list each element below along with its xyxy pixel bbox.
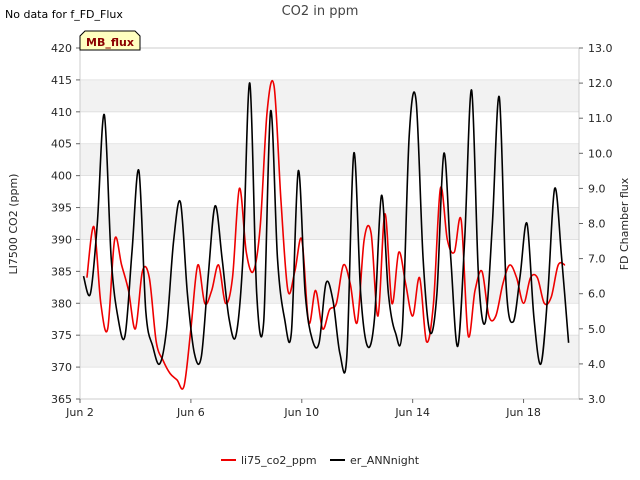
y2-tick-label: 8.0	[588, 218, 606, 231]
y-axis-label: LI7500 CO2 (ppm)	[7, 174, 20, 275]
x-tick-label: Jun 10	[283, 406, 319, 419]
series-line-li75_co2_ppm	[86, 79, 566, 390]
y-tick-label: 375	[51, 329, 72, 342]
y-tick-label: 390	[51, 233, 72, 246]
y2-tick-label: 7.0	[588, 253, 606, 266]
y2-tick-label: 12.0	[588, 77, 613, 90]
x-axis: Jun 2 Jun 6 Jun 10 Jun 14 Jun 18	[65, 399, 541, 419]
grid-band	[80, 207, 579, 240]
x-tick-label: Jun 18	[505, 406, 541, 419]
y-tick-label: 385	[51, 265, 72, 278]
x-tick-label: Jun 14	[394, 406, 430, 419]
y2-tick-label: 6.0	[588, 288, 606, 301]
y-axis-left: 365 370 375 380 385 390 395 400 405 410 415 420	[51, 42, 80, 406]
no-data-note: No data for f_FD_Flux	[5, 8, 123, 21]
x-tick-label: Jun 2	[65, 406, 94, 419]
chart-title: CO2 in ppm	[282, 4, 359, 19]
series-line-er_ANNnight	[82, 82, 570, 374]
y-tick-label: 405	[51, 138, 72, 151]
y2-tick-label: 4.0	[588, 358, 606, 371]
y-tick-label: 400	[51, 170, 72, 183]
series-layer	[82, 79, 570, 390]
site-label: MB_flux	[86, 36, 134, 49]
legend-label-li75: li75_co2_ppm	[241, 454, 317, 467]
site-label-box: MB_flux	[79, 30, 141, 51]
y-axis-right: 3.0 4.0 5.0 6.0 7.0 8.0 9.0 10.0 11.0 12.0 13.0	[579, 42, 613, 406]
y2-tick-label: 9.0	[588, 182, 606, 195]
y2-tick-label: 13.0	[588, 42, 613, 55]
legend: li75_co2_ppm er_ANNnight	[221, 454, 420, 467]
grid-band	[80, 79, 579, 112]
site-label-shape	[79, 30, 141, 51]
x-tick-label: Jun 6	[176, 406, 205, 419]
y-tick-label: 370	[51, 361, 72, 374]
y2-tick-label: 10.0	[588, 147, 613, 160]
grid-band	[80, 335, 579, 368]
y-tick-label: 380	[51, 297, 72, 310]
grid-band	[80, 143, 579, 176]
y2-tick-label: 3.0	[588, 393, 606, 406]
legend-label-er: er_ANNnight	[350, 454, 420, 467]
y-tick-label: 410	[51, 106, 72, 119]
y2-tick-label: 11.0	[588, 112, 613, 125]
y2-tick-label: 5.0	[588, 323, 606, 336]
y-tick-label: 415	[51, 74, 72, 87]
y-tick-label: 420	[51, 42, 72, 55]
y-tick-label: 395	[51, 202, 72, 215]
y-tick-label: 365	[51, 393, 72, 406]
y2-axis-label: FD Chamber flux	[618, 177, 631, 270]
